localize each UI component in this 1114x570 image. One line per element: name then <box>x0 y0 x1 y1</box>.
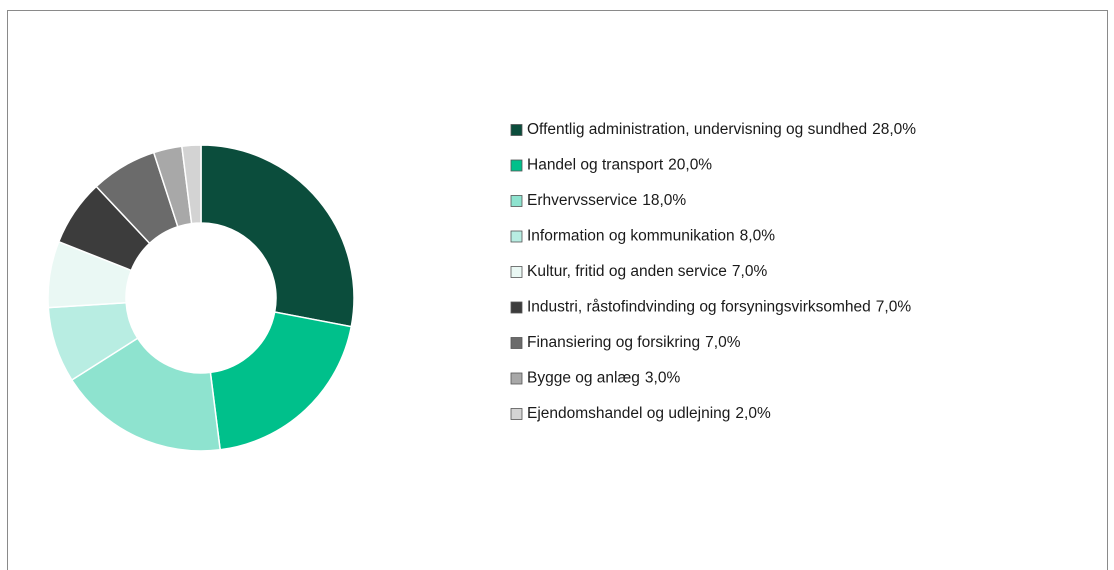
legend-label: Bygge og anlæg 3,0% <box>527 370 680 387</box>
legend-swatch <box>510 266 523 278</box>
legend-value: 2,0% <box>735 405 771 422</box>
legend-swatch <box>510 408 523 420</box>
legend-value: 20,0% <box>668 157 712 174</box>
legend-label: Handel og transport 20,0% <box>527 157 712 174</box>
legend-swatch <box>510 195 523 207</box>
legend-value: 8,0% <box>740 228 776 245</box>
legend-value: 7,0% <box>876 299 912 316</box>
legend-swatch <box>510 124 523 136</box>
legend-swatch <box>510 337 523 349</box>
legend-label: Ejendomshandel og udlejning 2,0% <box>527 405 771 422</box>
legend-name: Ejendomshandel og udlejning <box>527 405 730 422</box>
donut-slice <box>70 337 222 452</box>
legend-label: Industri, råstofindvinding og forsynings… <box>527 299 911 316</box>
donut-slice <box>180 144 202 225</box>
legend-value: 18,0% <box>642 192 686 209</box>
legend-name: Finansiering og forsikring <box>527 334 700 351</box>
legend-value: 7,0% <box>732 263 768 280</box>
legend-label: Kultur, fritid og anden service 7,0% <box>527 263 767 280</box>
legend-name: Offentlig administration, undervisning o… <box>527 121 867 138</box>
legend-value: 3,0% <box>645 370 681 387</box>
legend-name: Industri, råstofindvinding og forsynings… <box>527 299 871 316</box>
chart-frame <box>7 10 1108 570</box>
legend-swatch <box>510 301 523 314</box>
legend-swatch <box>510 372 523 385</box>
legend-name: Bygge og anlæg <box>527 370 640 387</box>
legend-name: Erhvervsservice <box>527 192 637 209</box>
legend-name: Handel og transport <box>527 157 664 174</box>
legend-name: Information og kommunikation <box>527 228 735 245</box>
legend-swatch <box>510 159 523 172</box>
legend-value: 7,0% <box>705 334 741 351</box>
legend-name: Kultur, fritid og anden service <box>527 263 727 280</box>
legend-label: Information og kommunikation 8,0% <box>527 228 775 245</box>
legend-label: Offentlig administration, undervisning o… <box>527 121 916 138</box>
donut-slice <box>209 311 353 451</box>
legend-label: Finansiering og forsikring 7,0% <box>527 334 741 351</box>
legend-swatch <box>510 230 523 243</box>
legend-value: 28,0% <box>872 121 916 138</box>
legend-label: Erhvervsservice 18,0% <box>527 192 686 209</box>
donut-slice <box>200 144 355 328</box>
